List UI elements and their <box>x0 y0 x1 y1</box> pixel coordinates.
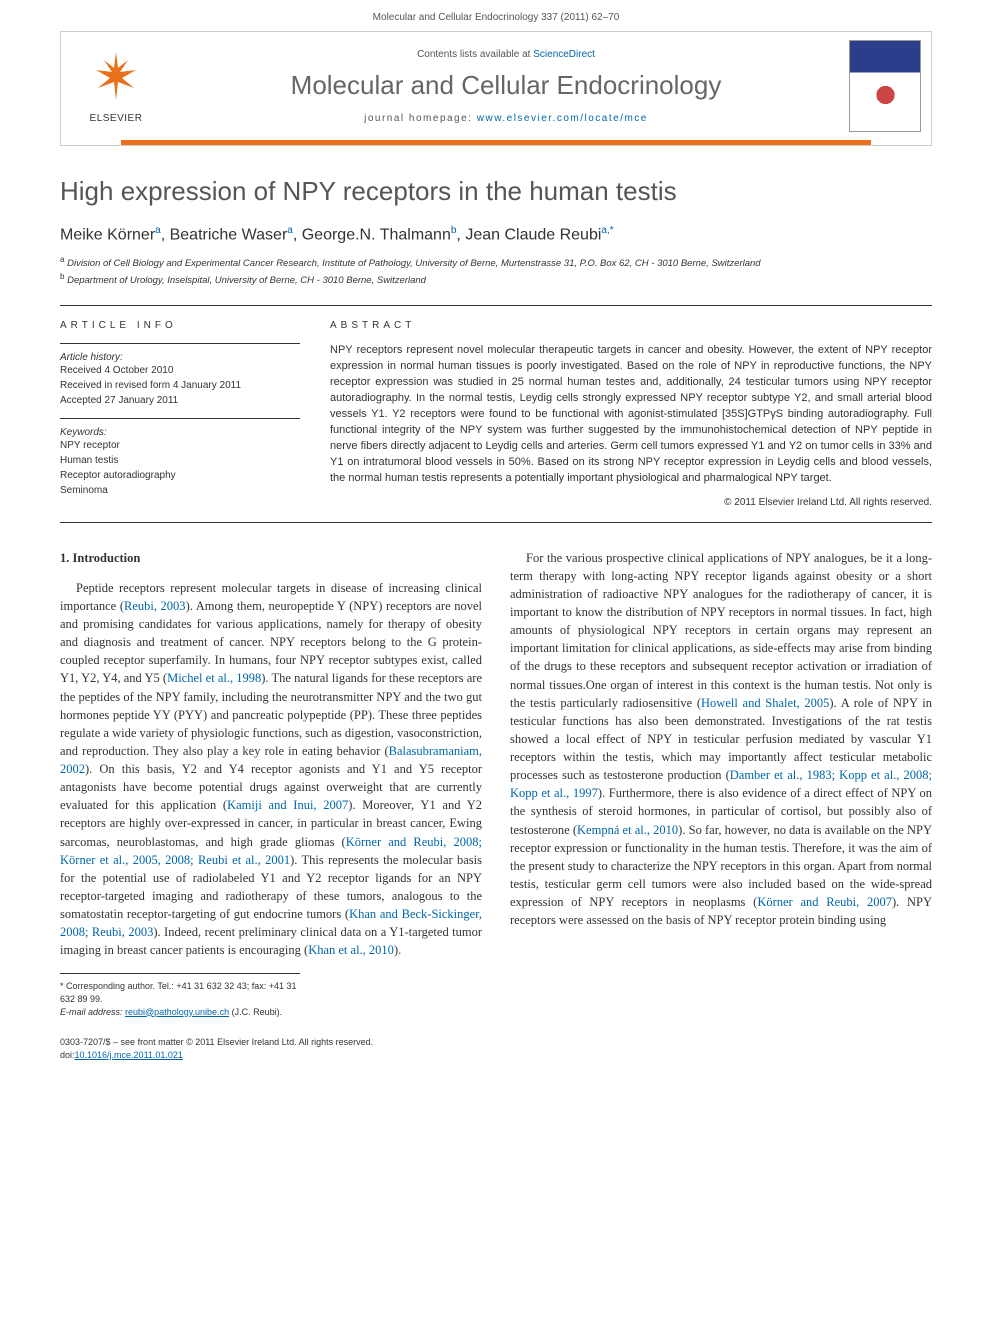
elsevier-tree-icon <box>71 48 161 113</box>
keyword-4: Seminoma <box>60 483 300 498</box>
journal-homepage-line: journal homepage: www.elsevier.com/locat… <box>181 113 831 124</box>
abstract-heading: ABSTRACT <box>330 320 932 331</box>
ref-link-1[interactable]: Reubi, 2003 <box>124 599 186 613</box>
doi-label: doi: <box>60 1050 75 1060</box>
author-2: , Beatriche Waser <box>161 226 288 243</box>
p1h: ). <box>394 943 401 957</box>
ref-link-7[interactable]: Khan et al., 2010 <box>308 943 394 957</box>
doi-link[interactable]: 10.1016/j.mce.2011.01.021 <box>75 1050 183 1060</box>
journal-header-box: ELSEVIER Contents lists available at Sci… <box>60 31 932 146</box>
authors-line: Meike Körnera, Beatriche Wasera, George.… <box>60 225 932 244</box>
publisher-name: ELSEVIER <box>71 113 161 124</box>
author-4: , Jean Claude Reubi <box>456 226 601 243</box>
ref-link-4[interactable]: Kamiji and Inui, 2007 <box>227 798 348 812</box>
abstract-column: ABSTRACT NPY receptors represent novel m… <box>330 320 932 507</box>
contents-prefix: Contents lists available at <box>417 49 533 60</box>
divider-orange-bar <box>121 140 871 145</box>
intro-paragraph-2: For the various prospective clinical app… <box>510 549 932 930</box>
article-info-heading: ARTICLE INFO <box>60 320 300 331</box>
intro-paragraph-1: Peptide receptors represent molecular ta… <box>60 579 482 960</box>
article-info-column: ARTICLE INFO Article history: Received 4… <box>60 320 300 507</box>
article-history-label: Article history: <box>60 352 300 363</box>
running-header: Molecular and Cellular Endocrinology 337… <box>0 0 992 31</box>
affiliation-b: b Department of Urology, Inselspital, Un… <box>60 271 932 287</box>
email-name: (J.C. Reubi). <box>229 1007 282 1017</box>
corr-email-link[interactable]: reubi@pathology.unibe.ch <box>125 1007 229 1017</box>
doi-line: doi:10.1016/j.mce.2011.01.021 <box>60 1049 932 1062</box>
affiliations: a Division of Cell Biology and Experimen… <box>60 254 932 287</box>
author-4-corr: * <box>610 225 614 236</box>
journal-homepage-link[interactable]: www.elsevier.com/locate/mce <box>477 113 648 124</box>
section-heading-intro: 1. Introduction <box>60 549 482 567</box>
ref-link-2[interactable]: Michel et al., 1998 <box>167 671 261 685</box>
rule-top <box>60 305 932 306</box>
header-center: Contents lists available at ScienceDirec… <box>171 37 841 136</box>
keywords-label: Keywords: <box>60 427 300 438</box>
p2a: For the various prospective clinical app… <box>510 551 932 710</box>
abstract-copyright: © 2011 Elsevier Ireland Ltd. All rights … <box>330 497 932 508</box>
author-4-affil: a, <box>601 225 609 236</box>
journal-name: Molecular and Cellular Endocrinology <box>181 70 831 101</box>
ref-link-11[interactable]: Körner and Reubi, 2007 <box>757 895 892 909</box>
publisher-logo-block: ELSEVIER <box>61 38 171 134</box>
email-line: E-mail address: reubi@pathology.unibe.ch… <box>60 1006 300 1019</box>
journal-cover-block <box>841 32 931 140</box>
homepage-prefix: journal homepage: <box>364 113 477 124</box>
footer-meta: 0303-7207/$ – see front matter © 2011 El… <box>60 1036 932 1061</box>
history-accepted: Accepted 27 January 2011 <box>60 393 300 408</box>
affil-a-text: Division of Cell Biology and Experimenta… <box>64 258 760 269</box>
corresponding-footnote: * Corresponding author. Tel.: +41 31 632… <box>60 973 300 1018</box>
ref-link-10[interactable]: Kempná et al., 2010 <box>577 823 678 837</box>
abstract-text: NPY receptors represent novel molecular … <box>330 343 932 486</box>
rule-bottom <box>60 522 932 523</box>
contents-available-line: Contents lists available at ScienceDirec… <box>181 49 831 60</box>
keyword-3: Receptor autoradiography <box>60 468 300 483</box>
sciencedirect-link[interactable]: ScienceDirect <box>533 49 595 60</box>
journal-cover-thumbnail-icon <box>849 40 921 132</box>
affil-b-text: Department of Urology, Inselspital, Univ… <box>64 275 426 286</box>
body-text-columns: 1. Introduction Peptide receptors repres… <box>60 549 932 960</box>
author-3: , George.N. Thalmann <box>293 226 451 243</box>
keyword-2: Human testis <box>60 453 300 468</box>
history-revised: Received in revised form 4 January 2011 <box>60 378 300 393</box>
affiliation-a: a Division of Cell Biology and Experimen… <box>60 254 932 270</box>
corr-author-line: * Corresponding author. Tel.: +41 31 632… <box>60 980 300 1005</box>
front-matter-line: 0303-7207/$ – see front matter © 2011 El… <box>60 1036 932 1049</box>
history-received: Received 4 October 2010 <box>60 363 300 378</box>
ref-link-8[interactable]: Howell and Shalet, 2005 <box>701 696 829 710</box>
article-title: High expression of NPY receptors in the … <box>60 176 932 207</box>
author-1: Meike Körner <box>60 226 155 243</box>
email-label: E-mail address: <box>60 1007 125 1017</box>
keyword-1: NPY receptor <box>60 438 300 453</box>
